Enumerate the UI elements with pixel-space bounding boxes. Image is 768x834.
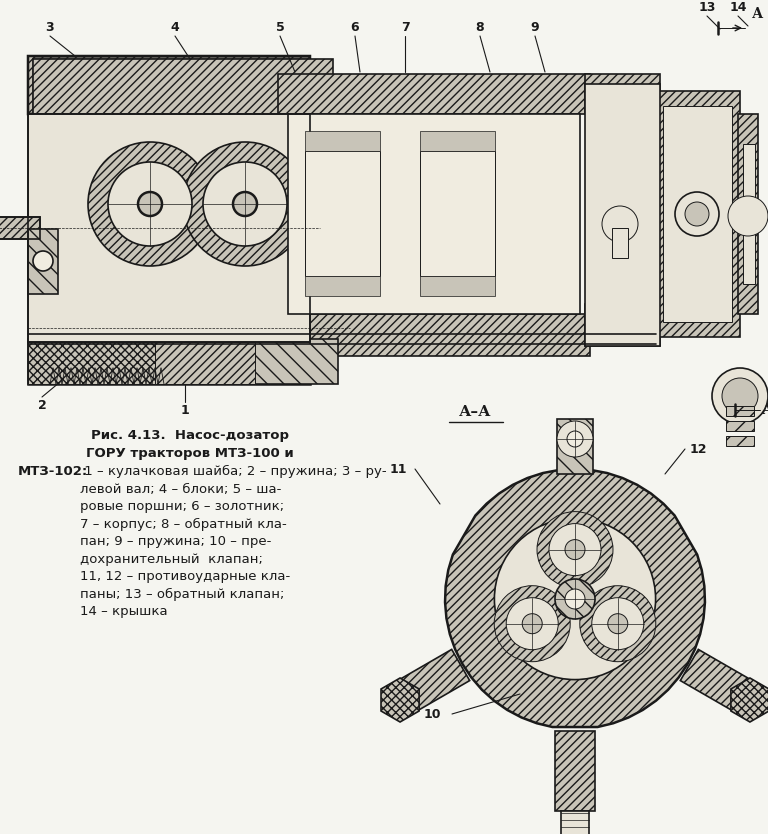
- Polygon shape: [680, 650, 755, 713]
- Text: 12: 12: [689, 443, 707, 455]
- Bar: [28, 342, 158, 384]
- Bar: [726, 436, 754, 446]
- Circle shape: [602, 206, 638, 242]
- Circle shape: [565, 540, 585, 560]
- Bar: [305, 276, 380, 296]
- Bar: [585, 74, 660, 114]
- Bar: [738, 114, 758, 314]
- Circle shape: [607, 614, 627, 634]
- Circle shape: [567, 431, 583, 447]
- Polygon shape: [731, 678, 768, 722]
- Circle shape: [592, 598, 644, 650]
- Bar: [28, 114, 310, 342]
- Circle shape: [522, 614, 542, 634]
- Text: Рис. 4.13.  Насос-дозатор: Рис. 4.13. Насос-дозатор: [91, 429, 289, 442]
- Circle shape: [495, 585, 570, 661]
- Text: 3: 3: [45, 21, 55, 34]
- Bar: [718, 389, 760, 401]
- Bar: [655, 91, 740, 337]
- Text: 7: 7: [401, 21, 409, 34]
- Bar: [305, 151, 380, 276]
- Circle shape: [233, 192, 257, 216]
- Circle shape: [557, 421, 593, 457]
- Bar: [743, 144, 755, 284]
- Circle shape: [138, 192, 162, 216]
- Bar: [726, 406, 754, 416]
- Bar: [612, 228, 628, 258]
- Polygon shape: [28, 56, 310, 114]
- Text: 5: 5: [276, 21, 284, 34]
- Text: 11: 11: [389, 463, 407, 475]
- Circle shape: [549, 524, 601, 575]
- Bar: [555, 731, 595, 811]
- Bar: [33, 59, 333, 114]
- Text: МТЗ-102:: МТЗ-102:: [18, 465, 88, 478]
- Bar: [561, 811, 589, 834]
- Circle shape: [203, 162, 287, 246]
- Text: А: А: [752, 7, 763, 21]
- Circle shape: [728, 196, 768, 236]
- Text: 8: 8: [475, 21, 485, 34]
- Circle shape: [33, 251, 53, 271]
- Bar: [305, 131, 380, 151]
- Bar: [585, 84, 660, 346]
- Bar: [420, 151, 495, 276]
- Bar: [0, 217, 40, 239]
- Polygon shape: [396, 650, 470, 713]
- Text: А: А: [762, 403, 768, 417]
- Bar: [557, 419, 593, 474]
- Circle shape: [722, 378, 758, 414]
- Bar: [278, 314, 590, 356]
- Bar: [420, 276, 495, 296]
- Circle shape: [108, 162, 192, 246]
- Circle shape: [506, 598, 558, 650]
- Circle shape: [565, 589, 585, 609]
- Text: 6: 6: [351, 21, 359, 34]
- Bar: [726, 421, 754, 431]
- Bar: [28, 339, 338, 384]
- Polygon shape: [445, 469, 705, 727]
- Bar: [28, 229, 58, 294]
- Text: 9: 9: [531, 21, 539, 34]
- Bar: [420, 131, 495, 151]
- Circle shape: [580, 585, 656, 661]
- Text: 1: 1: [180, 404, 190, 417]
- Text: 2: 2: [38, 399, 46, 412]
- Circle shape: [685, 202, 709, 226]
- Circle shape: [183, 142, 307, 266]
- Text: 10: 10: [423, 707, 441, 721]
- Circle shape: [88, 142, 212, 266]
- Text: 13: 13: [698, 1, 716, 14]
- Circle shape: [537, 511, 613, 588]
- Bar: [28, 114, 310, 342]
- Polygon shape: [28, 342, 310, 384]
- Text: 14: 14: [730, 1, 746, 14]
- Text: ГОРУ тракторов МТЗ-100 и: ГОРУ тракторов МТЗ-100 и: [86, 447, 294, 460]
- Text: 1 – кулачковая шайба; 2 – пружина; 3 – ру-
левой вал; 4 – блоки; 5 – ша-
ровые п: 1 – кулачковая шайба; 2 – пружина; 3 – р…: [80, 465, 386, 618]
- Circle shape: [495, 519, 656, 680]
- Bar: [663, 106, 732, 322]
- Bar: [0, 217, 40, 239]
- Bar: [155, 342, 255, 384]
- Circle shape: [712, 368, 768, 424]
- Circle shape: [675, 192, 719, 236]
- Bar: [288, 114, 580, 314]
- Circle shape: [555, 579, 595, 619]
- Polygon shape: [33, 58, 310, 139]
- Polygon shape: [381, 678, 419, 722]
- Bar: [278, 74, 590, 114]
- Text: А–А: А–А: [458, 405, 492, 419]
- Bar: [585, 304, 660, 346]
- Text: 4: 4: [170, 21, 180, 34]
